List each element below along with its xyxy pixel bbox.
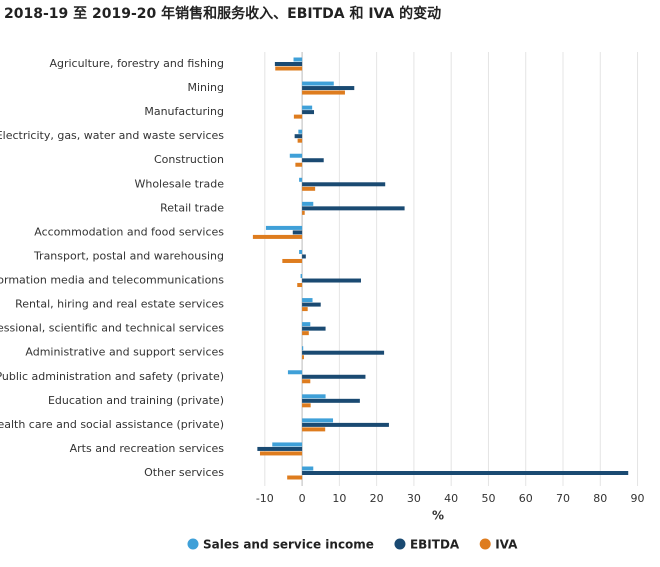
bar	[302, 326, 326, 331]
bar	[302, 307, 308, 312]
bar	[302, 374, 366, 379]
y-tick-label: Health care and social assistance (priva…	[0, 418, 224, 431]
bar	[299, 177, 303, 182]
x-axis-label: %	[432, 509, 444, 523]
x-tick-label: 90	[631, 492, 645, 505]
x-tick-label: -10	[256, 492, 274, 505]
grid	[264, 52, 639, 486]
x-tick-label: 0	[299, 492, 306, 505]
bar	[302, 298, 313, 303]
y-tick-label: Agriculture, forestry and fishing	[49, 57, 224, 70]
y-tick-label: Professional, scientific and technical s…	[0, 322, 224, 335]
bar	[302, 206, 405, 211]
y-tick-label: Mining	[187, 81, 224, 94]
y-tick-label: Electricity, gas, water and waste servic…	[0, 129, 224, 142]
bar	[272, 442, 303, 447]
bar	[302, 331, 309, 336]
bar	[302, 110, 315, 115]
bar	[302, 105, 313, 110]
bar	[302, 322, 311, 327]
bar	[302, 201, 314, 206]
x-tick-label: 10	[332, 492, 346, 505]
bar	[257, 446, 303, 451]
y-tick-label: Other services	[144, 466, 224, 479]
bar	[302, 418, 334, 423]
bar	[302, 394, 326, 399]
y-tick-label: Transport, postal and warehousing	[33, 249, 224, 262]
bar	[302, 86, 355, 91]
bar	[274, 62, 303, 66]
y-tick-label: Retail trade	[160, 201, 224, 214]
x-tick-label: 60	[519, 492, 533, 505]
bar	[287, 475, 303, 480]
legend-marker	[479, 538, 491, 550]
bar	[298, 129, 303, 134]
bar	[302, 427, 326, 432]
bar	[302, 158, 324, 163]
legend-label: EBITDA	[410, 538, 460, 552]
y-tick-label: Accommodation and food services	[34, 225, 224, 238]
bar	[302, 90, 345, 95]
bar	[302, 346, 304, 351]
x-tick-label: 30	[407, 492, 421, 505]
bar	[302, 210, 305, 215]
y-tick-label: Manufacturing	[144, 105, 224, 118]
bar	[297, 283, 303, 288]
bar	[302, 350, 385, 355]
bar	[302, 186, 316, 191]
bar	[302, 398, 360, 403]
bar	[292, 230, 303, 235]
legend-marker	[394, 538, 406, 550]
bar	[302, 466, 314, 471]
bar	[265, 225, 303, 230]
bar	[282, 258, 303, 263]
legend-marker	[187, 538, 199, 550]
bar	[293, 114, 303, 119]
y-tick-label: Construction	[154, 153, 224, 166]
bar	[295, 162, 303, 167]
bar	[302, 471, 629, 475]
legend-label: IVA	[495, 538, 518, 552]
bar	[302, 355, 304, 360]
x-tick-label: 50	[481, 492, 495, 505]
legend-label: Sales and service income	[203, 538, 374, 552]
y-tick-label: Rental, hiring and real estate services	[15, 298, 224, 311]
x-tick-label: 20	[370, 492, 384, 505]
x-tick-label: 40	[444, 492, 458, 505]
bar	[302, 379, 311, 384]
chart-title: 2018-19 至 2019-20 年销售和服务收入、EBITDA 和 IVA …	[4, 5, 441, 22]
bar	[289, 153, 303, 158]
y-tick-label: Information media and telecommunications	[0, 274, 224, 287]
x-tick-label: 80	[593, 492, 607, 505]
bar	[302, 81, 334, 86]
bar	[293, 57, 303, 62]
bar	[299, 249, 303, 254]
bar	[302, 403, 311, 408]
y-tick-label: Education and training (private)	[48, 394, 224, 407]
bar	[287, 370, 303, 375]
y-tick-label: Public administration and safety (privat…	[0, 370, 224, 383]
bar	[259, 451, 303, 456]
bar	[297, 138, 303, 143]
bar	[302, 182, 386, 187]
bar	[252, 234, 303, 239]
y-tick-label: Arts and recreation services	[70, 442, 225, 455]
bar	[302, 302, 321, 307]
y-tick-label: Administrative and support services	[25, 346, 224, 359]
y-tick-label: Wholesale trade	[134, 177, 224, 190]
bar	[302, 278, 361, 283]
bar	[302, 422, 389, 427]
x-tick-label: 70	[556, 492, 570, 505]
bar	[294, 134, 303, 139]
bar	[302, 254, 306, 259]
bar	[275, 66, 303, 71]
bar	[300, 274, 303, 279]
